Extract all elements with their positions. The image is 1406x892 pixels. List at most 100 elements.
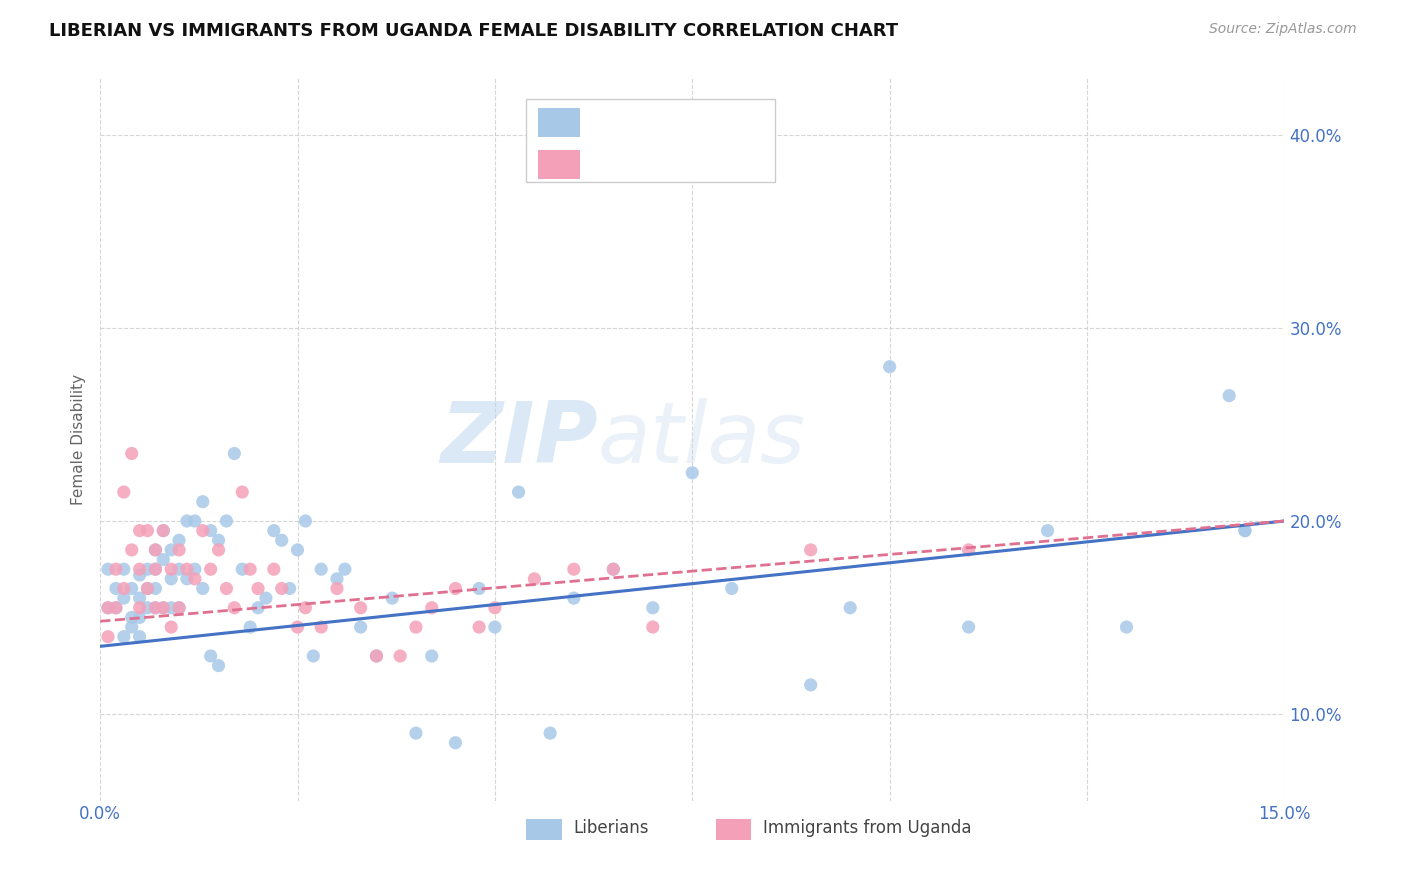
Point	[326, 572, 349, 586]
Point	[247, 582, 270, 596]
Point	[167, 562, 190, 576]
Point	[389, 648, 412, 663]
Point	[136, 562, 159, 576]
Point	[287, 620, 309, 634]
Point	[207, 533, 229, 548]
Point	[121, 610, 143, 624]
Point	[160, 572, 183, 586]
Point	[538, 726, 561, 740]
Point	[184, 572, 207, 586]
Point	[1115, 620, 1137, 634]
Text: LIBERIAN VS IMMIGRANTS FROM UGANDA FEMALE DISABILITY CORRELATION CHART: LIBERIAN VS IMMIGRANTS FROM UGANDA FEMAL…	[49, 22, 898, 40]
Point	[128, 600, 150, 615]
Point	[444, 582, 467, 596]
Point	[239, 620, 262, 634]
Point	[602, 562, 624, 576]
Point	[152, 600, 174, 615]
Point	[184, 514, 207, 528]
Point	[200, 648, 222, 663]
Point	[239, 562, 262, 576]
Point	[128, 591, 150, 606]
Point	[160, 620, 183, 634]
Point	[176, 562, 198, 576]
Point	[167, 600, 190, 615]
Point	[104, 582, 127, 596]
Point	[215, 514, 238, 528]
Point	[420, 600, 443, 615]
Point	[136, 582, 159, 596]
Point	[215, 582, 238, 596]
Point	[207, 542, 229, 557]
Point	[112, 485, 135, 500]
Point	[145, 600, 167, 615]
Text: N =: N =	[692, 113, 733, 131]
Point	[128, 568, 150, 582]
Point	[145, 582, 167, 596]
Point	[121, 542, 143, 557]
Point	[112, 591, 135, 606]
Point	[263, 524, 285, 538]
Point	[484, 620, 506, 634]
Point	[160, 542, 183, 557]
Point	[278, 582, 301, 596]
Point	[136, 582, 159, 596]
Point	[112, 562, 135, 576]
Point	[231, 562, 253, 576]
Point	[294, 600, 316, 615]
Point	[145, 542, 167, 557]
Point	[145, 600, 167, 615]
Point	[191, 494, 214, 508]
Point	[1233, 524, 1256, 538]
Point	[207, 658, 229, 673]
Point	[184, 562, 207, 576]
Point	[200, 562, 222, 576]
Point	[309, 562, 332, 576]
Point	[484, 600, 506, 615]
Point	[167, 533, 190, 548]
Text: R =: R =	[603, 113, 643, 131]
Point	[562, 591, 585, 606]
Point	[224, 446, 246, 460]
Point	[145, 542, 167, 557]
Text: atlas: atlas	[598, 398, 806, 481]
Point	[121, 582, 143, 596]
Point	[468, 620, 491, 634]
Point	[136, 600, 159, 615]
Point	[136, 524, 159, 538]
Point	[800, 542, 823, 557]
Point	[839, 600, 862, 615]
Point	[294, 514, 316, 528]
Point	[160, 600, 183, 615]
Point	[128, 524, 150, 538]
Point	[405, 620, 427, 634]
Point	[224, 600, 246, 615]
Point	[160, 562, 183, 576]
Point	[254, 591, 277, 606]
Point	[152, 524, 174, 538]
Point	[167, 542, 190, 557]
Point	[1233, 524, 1256, 538]
Point	[97, 600, 120, 615]
Point	[720, 582, 742, 596]
Point	[176, 514, 198, 528]
Point	[263, 562, 285, 576]
Point	[366, 648, 388, 663]
Point	[97, 630, 120, 644]
Text: R =: R =	[603, 155, 643, 173]
Point	[508, 485, 530, 500]
Point	[152, 552, 174, 566]
Point	[152, 524, 174, 538]
Point	[128, 610, 150, 624]
Point	[121, 446, 143, 460]
Point	[191, 524, 214, 538]
Point	[562, 562, 585, 576]
Point	[302, 648, 325, 663]
Point	[128, 562, 150, 576]
Y-axis label: Female Disability: Female Disability	[72, 374, 86, 505]
Text: N =: N =	[692, 155, 733, 173]
Point	[97, 600, 120, 615]
Point	[104, 600, 127, 615]
Point	[1036, 524, 1059, 538]
Point	[602, 562, 624, 576]
Point	[957, 542, 980, 557]
